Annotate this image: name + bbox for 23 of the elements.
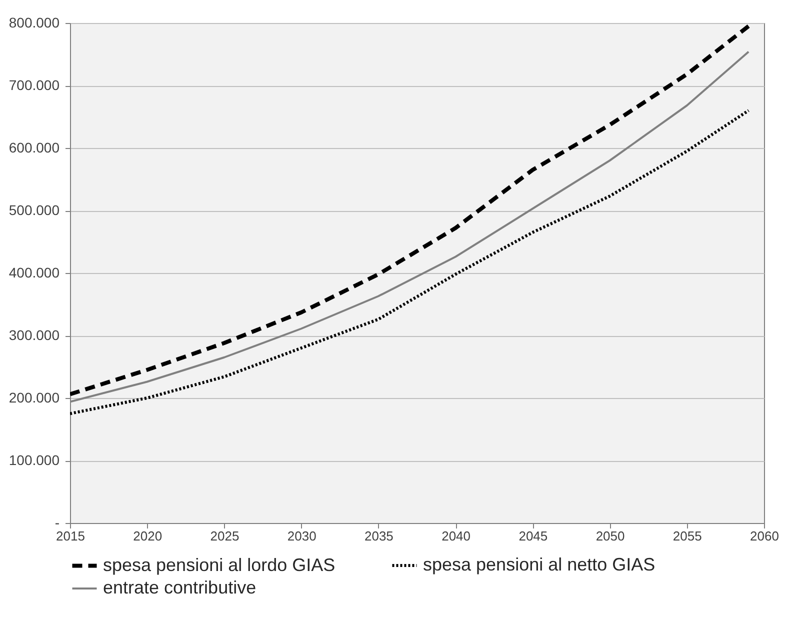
y-tick-label: - <box>54 514 60 530</box>
x-tick-label: 2060 <box>750 528 779 544</box>
y-tick-label: 600.000 <box>8 140 60 156</box>
y-tick-label: 500.000 <box>8 202 60 218</box>
y-tick-label: 800.000 <box>8 14 60 30</box>
legend-label: spesa pensioni al lordo GIAS <box>103 554 336 575</box>
x-tick-label: 2030 <box>287 528 316 544</box>
x-tick-label: 2015 <box>56 528 85 544</box>
y-tick-label: 700.000 <box>8 77 60 93</box>
y-tick-label: 200.000 <box>8 390 60 406</box>
y-tick-label: 400.000 <box>8 264 60 280</box>
line-series <box>70 109 750 416</box>
x-tick-label: 2035 <box>364 528 394 544</box>
x-tick-label: 2045 <box>518 528 548 544</box>
x-tick-label: 2020 <box>133 528 162 544</box>
legend-label: spesa pensioni al netto GIAS <box>423 554 656 574</box>
x-tick-label: 2025 <box>210 528 240 544</box>
x-tick-label: 2050 <box>596 528 625 544</box>
legend-label: entrate contributive <box>103 578 256 598</box>
y-tick-label: 100.000 <box>8 452 60 468</box>
x-tick-label: 2040 <box>442 528 471 544</box>
x-tick-label: 2055 <box>672 528 702 544</box>
y-tick-label: 300.000 <box>8 327 60 343</box>
